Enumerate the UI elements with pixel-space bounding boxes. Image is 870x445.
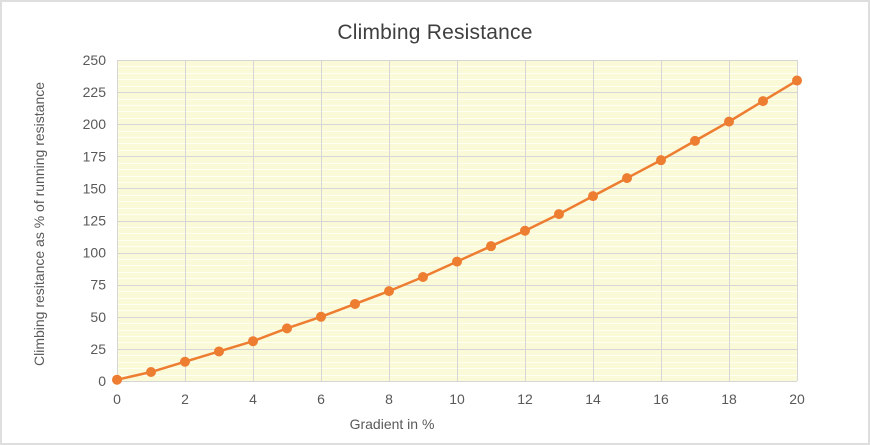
y-tick-label: 100 <box>83 245 107 261</box>
x-tick-label: 20 <box>789 391 805 407</box>
data-point <box>282 323 292 334</box>
y-tick-labels: 0 25 50 75 100 125 150 175 200 225 250 <box>83 52 107 389</box>
data-point <box>588 191 598 202</box>
data-point <box>214 346 224 357</box>
data-point <box>350 298 360 309</box>
data-point <box>690 135 700 146</box>
chart-title: Climbing Resistance <box>337 21 533 44</box>
y-axis-title: Climbing resitance as % of running resis… <box>31 81 47 367</box>
data-point <box>418 271 428 282</box>
data-point <box>146 367 156 378</box>
data-point <box>486 241 496 252</box>
data-point <box>248 336 258 347</box>
x-tick-label: 12 <box>517 391 533 407</box>
x-tick-label: 18 <box>721 391 737 407</box>
data-point <box>112 374 122 385</box>
y-tick-label: 125 <box>83 213 107 229</box>
data-point <box>792 75 802 86</box>
data-point <box>384 286 394 297</box>
x-tick-label: 14 <box>585 391 601 407</box>
y-tick-label: 150 <box>83 180 107 196</box>
x-tick-label: 8 <box>385 391 393 407</box>
data-point <box>758 96 768 107</box>
y-tick-label: 250 <box>83 52 107 68</box>
data-points <box>112 75 802 385</box>
x-tick-labels: 0 2 4 6 8 10 12 14 16 18 20 <box>113 391 805 407</box>
y-tick-label: 175 <box>83 148 107 164</box>
data-point <box>622 173 632 184</box>
data-point <box>724 116 734 127</box>
major-gridlines <box>117 60 798 382</box>
data-point <box>316 311 326 322</box>
x-tick-label: 4 <box>249 391 257 407</box>
x-tick-label: 2 <box>181 391 189 407</box>
data-point <box>452 256 462 267</box>
x-axis-title: Gradient in % <box>349 416 435 432</box>
x-tick-label: 16 <box>653 391 669 407</box>
x-tick-label: 6 <box>317 391 325 407</box>
data-point <box>656 155 666 166</box>
y-tick-label: 75 <box>90 277 106 293</box>
data-point <box>554 209 564 220</box>
y-tick-label: 50 <box>90 309 106 325</box>
data-point <box>520 225 530 236</box>
x-tick-label: 0 <box>113 391 121 407</box>
y-tick-label: 225 <box>83 84 107 100</box>
data-point <box>180 356 190 367</box>
y-tick-label: 25 <box>90 341 106 357</box>
y-tick-label: 200 <box>83 116 107 132</box>
y-tick-label: 0 <box>98 373 106 389</box>
x-tick-label: 10 <box>449 391 465 407</box>
